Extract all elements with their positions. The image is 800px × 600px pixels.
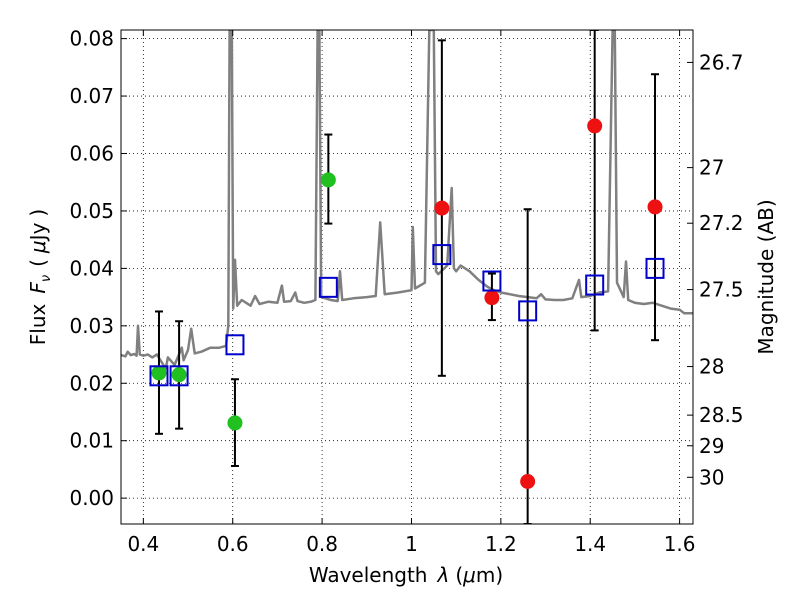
tick-labels: 0.4 0.6 0.8 1 1.2 1.4 1.6 0.00 0.01 0.02 0.03 0.04 0…: [69, 27, 743, 556]
x-axis-label: Wavelength λ (μm): [309, 563, 503, 587]
blue-square-marker: [149, 365, 169, 387]
y-tick-label: 0.07: [69, 84, 114, 108]
data-layer: [121, 30, 693, 524]
blue-square-marker: [432, 244, 452, 266]
green-circle-marker: [171, 367, 187, 383]
red-circle-marker: [484, 290, 500, 306]
red-circle-marker: [587, 118, 603, 134]
red-circle-marker: [647, 199, 663, 215]
grid-lines: [121, 30, 693, 524]
blue-square-marker: [318, 276, 338, 298]
tick-marks: [121, 30, 693, 524]
y2-axis-label: Magnitude (AB): [754, 199, 778, 354]
y-tick-label: 0.06: [69, 142, 114, 166]
blue-square-marker: [518, 300, 538, 322]
magnitude-tick-label: 26.7: [699, 50, 744, 74]
plot-frame: [120, 29, 694, 525]
red-circle-marker: [520, 473, 536, 489]
y-tick-label: 0.00: [69, 486, 114, 510]
y-tick-label: 0.04: [69, 256, 114, 280]
green-circle-marker: [320, 172, 336, 188]
y-tick-label: 0.05: [69, 199, 114, 223]
x-tick-label: 1.4: [574, 532, 606, 556]
magnitude-tick-label: 27.2: [699, 211, 744, 235]
magnitude-tick-label: 29: [699, 434, 724, 458]
magnitude-tick-label: 27: [699, 156, 724, 180]
red-circle-marker: [434, 200, 450, 216]
y-tick-label: 0.08: [69, 27, 114, 51]
x-tick-label: 0.4: [127, 532, 159, 556]
magnitude-tick-label: 27.5: [699, 278, 744, 302]
magnitude-tick-label: 30: [699, 465, 724, 489]
green-circle-marker: [227, 415, 243, 431]
y-tick-label: 0.01: [69, 429, 114, 453]
x-tick-label: 1.2: [485, 532, 517, 556]
x-tick-label: 0.6: [217, 532, 249, 556]
y-axis-label: FluxFν(μJy): [26, 209, 54, 345]
x-tick-label: 1.6: [664, 532, 696, 556]
blue-square-marker: [169, 365, 189, 387]
x-tick-label: 1: [405, 532, 418, 556]
template-spectrum-line: [121, 30, 693, 371]
y-tick-label: 0.03: [69, 314, 114, 338]
magnitude-tick-label: 28.5: [699, 403, 744, 427]
green-circle-marker: [151, 365, 167, 381]
blue-square-marker: [225, 334, 245, 356]
blue-square-marker: [585, 274, 605, 296]
x-tick-label: 0.8: [306, 532, 338, 556]
plot-background: [121, 30, 693, 524]
blue-square-marker: [482, 270, 502, 292]
y-tick-label: 0.02: [69, 371, 114, 395]
magnitude-tick-label: 28: [699, 355, 724, 379]
blue-square-marker: [645, 257, 665, 279]
